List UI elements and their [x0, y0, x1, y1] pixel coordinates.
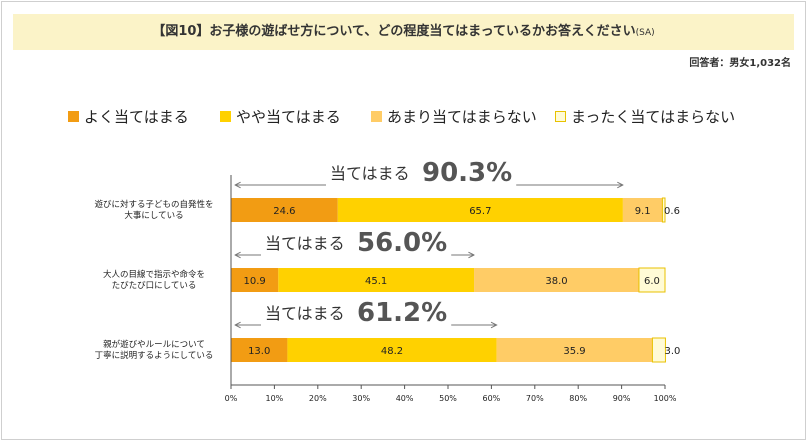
x-tick-label: 20% [309, 394, 327, 403]
legend-label: まったく当てはまらない [571, 108, 736, 126]
category-label-line1: 大人の目線で指示や命令を [103, 269, 205, 280]
data-label: 3.0 [664, 346, 680, 357]
summary-label-bg [261, 297, 452, 329]
x-tick-label: 40% [396, 394, 414, 403]
data-label: 35.9 [563, 346, 585, 357]
bar-segment [278, 268, 475, 292]
title-text: 【図10】お子様の遊ばせ方について、どの程度当てはまっているかお答えください [152, 24, 636, 39]
title-suffix: (SA) [635, 28, 655, 38]
summary-label-bg [326, 157, 517, 189]
data-label: 45.1 [365, 276, 387, 287]
title-band: 【図10】お子様の遊ばせ方について、どの程度当てはまっているかお答えください(S… [13, 14, 794, 50]
x-tick-label: 60% [483, 394, 501, 403]
data-label: 38.0 [545, 276, 567, 287]
legend-swatch [220, 111, 231, 122]
x-tick-label: 80% [569, 394, 587, 403]
data-label: 24.6 [273, 206, 295, 217]
bar-segment [231, 198, 338, 222]
x-tick-label: 70% [526, 394, 544, 403]
summary-value: 61.2% [357, 298, 447, 328]
bar-segment [622, 198, 663, 222]
x-tick-label: 90% [613, 394, 631, 403]
category-label-line2: たびたび口にしている [112, 281, 197, 291]
x-tick-label: 30% [352, 394, 370, 403]
summary-label-bg [261, 227, 452, 259]
bar-segment [337, 198, 623, 222]
category-label-line2: 大事にしている [124, 210, 183, 221]
bar-segment [474, 268, 639, 292]
summary-label: 当てはまる [330, 164, 410, 183]
bar-segment [231, 268, 279, 292]
bar-segment [661, 197, 666, 223]
summary-value: 56.0% [357, 228, 447, 258]
summary-label: 当てはまる [265, 234, 345, 253]
data-label: 48.2 [381, 346, 403, 357]
legend-label: あまり当てはまらない [387, 108, 537, 126]
bar-segment [287, 338, 497, 362]
respondents-note: 回答者：男女1,032名 [689, 58, 791, 69]
bar-segment [496, 338, 653, 362]
legend-swatch [555, 111, 566, 122]
data-label: 6.0 [644, 276, 660, 287]
data-label: 9.1 [635, 206, 651, 217]
summary-value: 90.3% [422, 158, 512, 188]
category-label-line1: 遊びに対する子どもの自発性を [94, 199, 213, 210]
data-label: 65.7 [469, 206, 491, 217]
legend-label: やや当てはまる [236, 108, 341, 126]
bar-segment [651, 337, 666, 363]
legend-swatch [68, 111, 79, 122]
bar-segment [638, 267, 666, 293]
summary-label: 当てはまる [265, 304, 345, 323]
legend-swatch [371, 111, 382, 122]
data-label: 10.9 [244, 276, 266, 287]
category-label-line1: 親が遊びやルールについて [103, 339, 205, 350]
x-tick-label: 10% [266, 394, 284, 403]
data-label: 13.0 [248, 346, 270, 357]
chart-title: 【図10】お子様の遊ばせ方について、どの程度当てはまっているかお答えください(S… [13, 14, 794, 50]
bar-segment [231, 338, 288, 362]
x-tick-label: 100% [654, 394, 677, 403]
x-tick-label: 0% [225, 394, 238, 403]
category-label-line2: 丁寧に説明するようにしている [95, 350, 214, 361]
legend-label: よく当てはまる [84, 108, 189, 126]
x-tick-label: 50% [439, 394, 457, 403]
data-label: 0.6 [664, 206, 680, 217]
